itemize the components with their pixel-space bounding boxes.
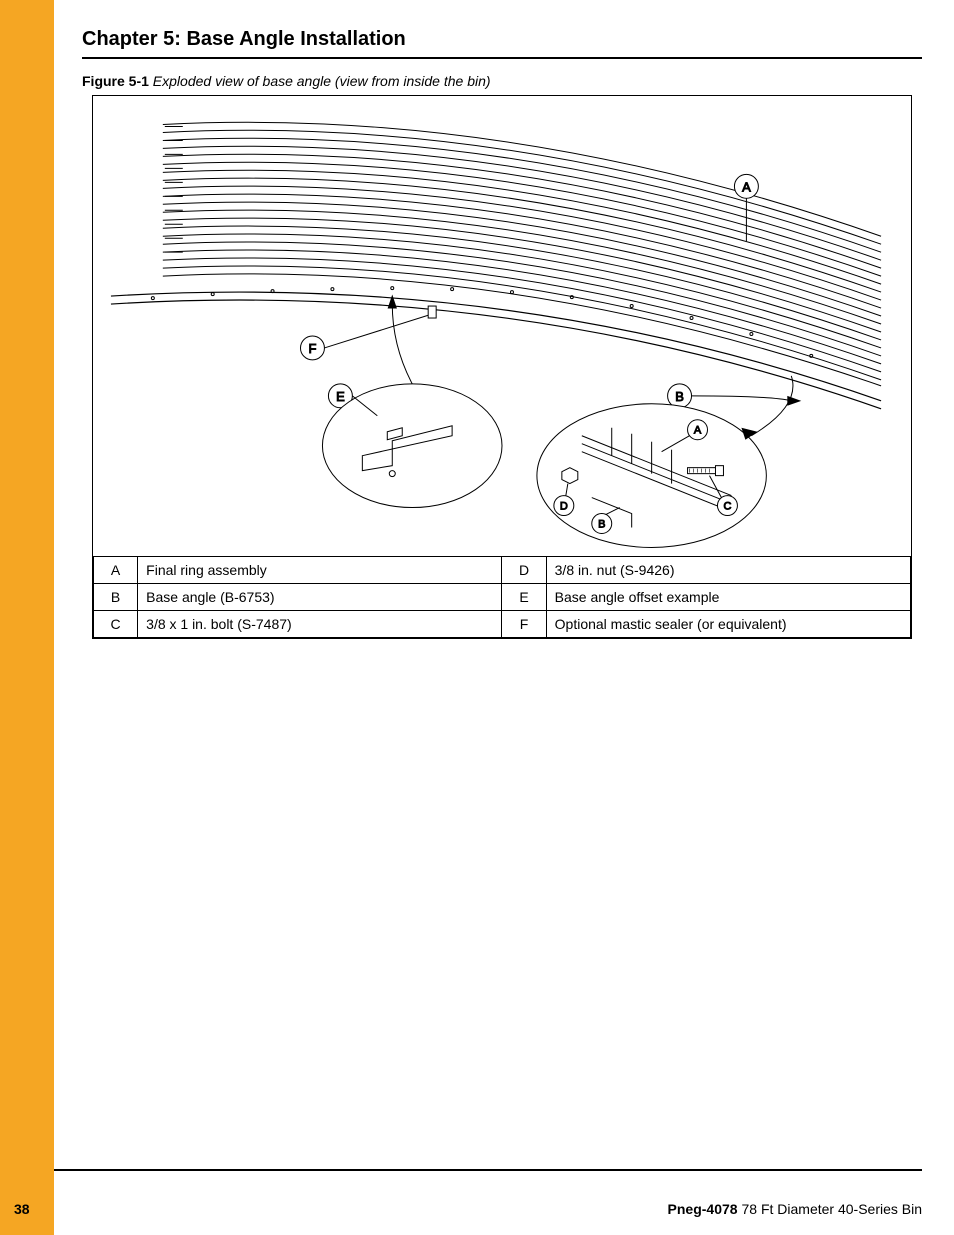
- legend-key: F: [502, 611, 546, 638]
- chapter-title: Chapter 5: Base Angle Installation: [82, 28, 922, 51]
- svg-text:B: B: [598, 519, 605, 531]
- legend-desc: Base angle offset example: [546, 584, 910, 611]
- footer-rule: [54, 1169, 922, 1171]
- table-row: A Final ring assembly D 3/8 in. nut (S-9…: [94, 557, 911, 584]
- figure-diagram: A F E: [93, 96, 911, 556]
- callout-f: F: [300, 306, 436, 360]
- legend-desc: Base angle (B-6753): [138, 584, 502, 611]
- page-number: 38: [14, 1201, 30, 1217]
- legend-desc: Final ring assembly: [138, 557, 502, 584]
- doc-title: 78 Ft Diameter 40-Series Bin: [738, 1201, 922, 1217]
- detail-ellipse-left: [322, 296, 502, 507]
- legend-desc: Optional mastic sealer (or equivalent): [546, 611, 910, 638]
- svg-text:B: B: [675, 389, 684, 404]
- figure-description: Exploded view of base angle (view from i…: [153, 73, 491, 89]
- legend-key: C: [94, 611, 138, 638]
- figure-caption: Figure 5-1 Exploded view of base angle (…: [82, 73, 922, 89]
- legend-key: D: [502, 557, 546, 584]
- document-id: Pneg-4078 78 Ft Diameter 40-Series Bin: [668, 1201, 922, 1217]
- header-rule: [82, 57, 922, 59]
- svg-text:D: D: [560, 501, 568, 513]
- legend-key: A: [94, 557, 138, 584]
- legend-key: B: [94, 584, 138, 611]
- svg-text:E: E: [336, 389, 345, 404]
- legend-key: E: [502, 584, 546, 611]
- detail-ellipse-right: [537, 404, 766, 548]
- table-row: C 3/8 x 1 in. bolt (S-7487) F Optional m…: [94, 611, 911, 638]
- table-row: B Base angle (B-6753) E Base angle offse…: [94, 584, 911, 611]
- svg-text:C: C: [723, 501, 731, 513]
- svg-text:A: A: [694, 425, 702, 437]
- doc-code: Pneg-4078: [668, 1201, 738, 1217]
- legend-desc: 3/8 x 1 in. bolt (S-7487): [138, 611, 502, 638]
- figure-number: Figure 5-1: [82, 73, 149, 89]
- figure-box: A F E: [92, 95, 912, 639]
- legend-desc: 3/8 in. nut (S-9426): [546, 557, 910, 584]
- exploded-view-svg: A F E: [93, 96, 911, 556]
- figure-legend-table: A Final ring assembly D 3/8 in. nut (S-9…: [93, 556, 911, 638]
- callout-b-top: B: [668, 384, 692, 408]
- page-sidebar-accent: [0, 0, 54, 1235]
- svg-text:A: A: [742, 179, 751, 194]
- page-content: Chapter 5: Base Angle Installation Figur…: [54, 0, 954, 639]
- svg-text:F: F: [309, 341, 317, 356]
